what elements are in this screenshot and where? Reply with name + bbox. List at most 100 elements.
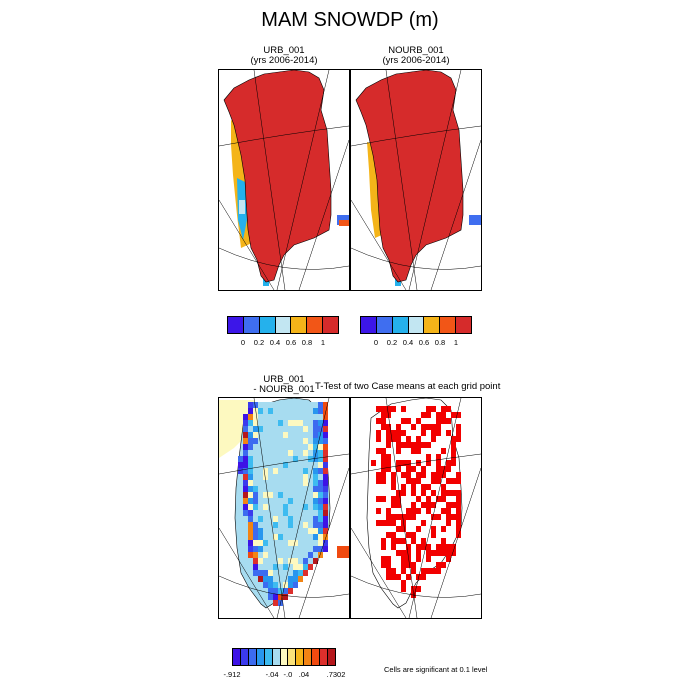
nourb-colorbar-swatch-2 bbox=[392, 317, 409, 333]
significant-cell bbox=[451, 436, 456, 442]
difference-cell bbox=[288, 426, 293, 432]
difference-cell bbox=[323, 528, 328, 534]
significant-cell bbox=[381, 424, 386, 430]
difference-cell bbox=[318, 480, 323, 486]
significant-cell bbox=[456, 436, 461, 442]
significant-cell bbox=[436, 562, 441, 568]
difference-cell bbox=[273, 516, 278, 522]
difference-cell bbox=[303, 408, 308, 414]
significant-cell bbox=[446, 466, 451, 472]
difference-cell bbox=[293, 510, 298, 516]
difference-cell bbox=[298, 432, 303, 438]
significant-cell bbox=[456, 430, 461, 436]
difference-cell bbox=[278, 462, 283, 468]
difference-cell bbox=[298, 414, 303, 420]
difference-cell bbox=[268, 498, 273, 504]
significant-cell bbox=[431, 550, 436, 556]
significant-cell bbox=[401, 490, 406, 496]
difference-cell bbox=[308, 444, 313, 450]
difference-cell bbox=[293, 516, 298, 522]
difference-cell bbox=[298, 480, 303, 486]
difference-cell bbox=[323, 546, 328, 552]
nourb-colorbar-tick-label: 1 bbox=[453, 338, 459, 347]
significant-cell bbox=[396, 514, 401, 520]
difference-cell bbox=[318, 402, 323, 408]
difference-cell bbox=[303, 552, 308, 558]
difference-cell bbox=[288, 444, 293, 450]
difference-cell bbox=[268, 456, 273, 462]
difference-cell bbox=[293, 564, 298, 570]
difference-cell bbox=[268, 552, 273, 558]
diff-colorbar-swatch-3 bbox=[256, 649, 265, 665]
difference-cell bbox=[283, 450, 288, 456]
difference-cell bbox=[253, 522, 258, 528]
difference-cell bbox=[283, 420, 288, 426]
difference-cell bbox=[293, 432, 298, 438]
significant-cell bbox=[451, 514, 456, 520]
significant-cell bbox=[441, 538, 446, 544]
difference-cell bbox=[243, 420, 248, 426]
difference-cell bbox=[308, 510, 313, 516]
difference-cell bbox=[263, 480, 268, 486]
difference-cell bbox=[283, 456, 288, 462]
difference-cell bbox=[258, 456, 263, 462]
difference-cell bbox=[248, 444, 253, 450]
difference-cell bbox=[288, 588, 293, 594]
difference-cell bbox=[303, 402, 308, 408]
difference-cell bbox=[258, 480, 263, 486]
difference-cell bbox=[243, 498, 248, 504]
difference-cell bbox=[253, 564, 258, 570]
greenland-land bbox=[355, 70, 464, 283]
significant-cell bbox=[376, 430, 381, 436]
difference-cell bbox=[303, 534, 308, 540]
difference-cell bbox=[293, 420, 298, 426]
significant-cell bbox=[436, 514, 441, 520]
diff-colorbar-swatch-8 bbox=[296, 649, 305, 665]
difference-cell bbox=[283, 486, 288, 492]
difference-cell bbox=[283, 414, 288, 420]
significant-cell bbox=[411, 508, 416, 514]
nourb-title-line1: NOURB_001 bbox=[388, 45, 444, 56]
diff-colorbar-swatch-5 bbox=[272, 649, 281, 665]
difference-cell bbox=[243, 432, 248, 438]
difference-cell bbox=[278, 456, 283, 462]
significant-cell bbox=[411, 466, 416, 472]
difference-cell bbox=[268, 594, 273, 600]
significant-cell bbox=[426, 424, 431, 430]
difference-cell bbox=[278, 414, 283, 420]
difference-cell bbox=[273, 480, 278, 486]
difference-cell bbox=[288, 432, 293, 438]
difference-cell bbox=[253, 426, 258, 432]
difference-cell bbox=[283, 516, 288, 522]
significant-cell bbox=[421, 424, 426, 430]
difference-cell bbox=[318, 540, 323, 546]
difference-cell bbox=[278, 444, 283, 450]
significant-cell bbox=[446, 502, 451, 508]
difference-cell bbox=[313, 492, 318, 498]
difference-cell bbox=[278, 474, 283, 480]
difference-cell bbox=[288, 468, 293, 474]
difference-cell bbox=[278, 540, 283, 546]
difference-cell bbox=[313, 432, 318, 438]
difference-cell bbox=[313, 486, 318, 492]
ttest-panel-title: T-Test of two Case means at each grid po… bbox=[315, 381, 501, 392]
difference-cell bbox=[268, 528, 273, 534]
difference-cell bbox=[293, 408, 298, 414]
difference-cell bbox=[303, 570, 308, 576]
difference-cell bbox=[323, 426, 328, 432]
ttest-significance-map bbox=[350, 397, 482, 619]
significant-cell bbox=[376, 520, 381, 526]
difference-cell bbox=[258, 516, 263, 522]
significant-cell bbox=[406, 442, 411, 448]
difference-cell bbox=[278, 450, 283, 456]
significant-cell bbox=[386, 514, 391, 520]
significant-cell bbox=[441, 406, 446, 412]
difference-cell bbox=[283, 444, 288, 450]
difference-cell bbox=[273, 582, 278, 588]
difference-cell bbox=[288, 408, 293, 414]
graticule bbox=[219, 398, 349, 618]
significant-cell bbox=[426, 442, 431, 448]
nourb-colorbar-swatch-6 bbox=[456, 317, 472, 333]
difference-cell bbox=[238, 468, 243, 474]
diff-colorbar-tick-label: -.912 bbox=[223, 670, 241, 679]
